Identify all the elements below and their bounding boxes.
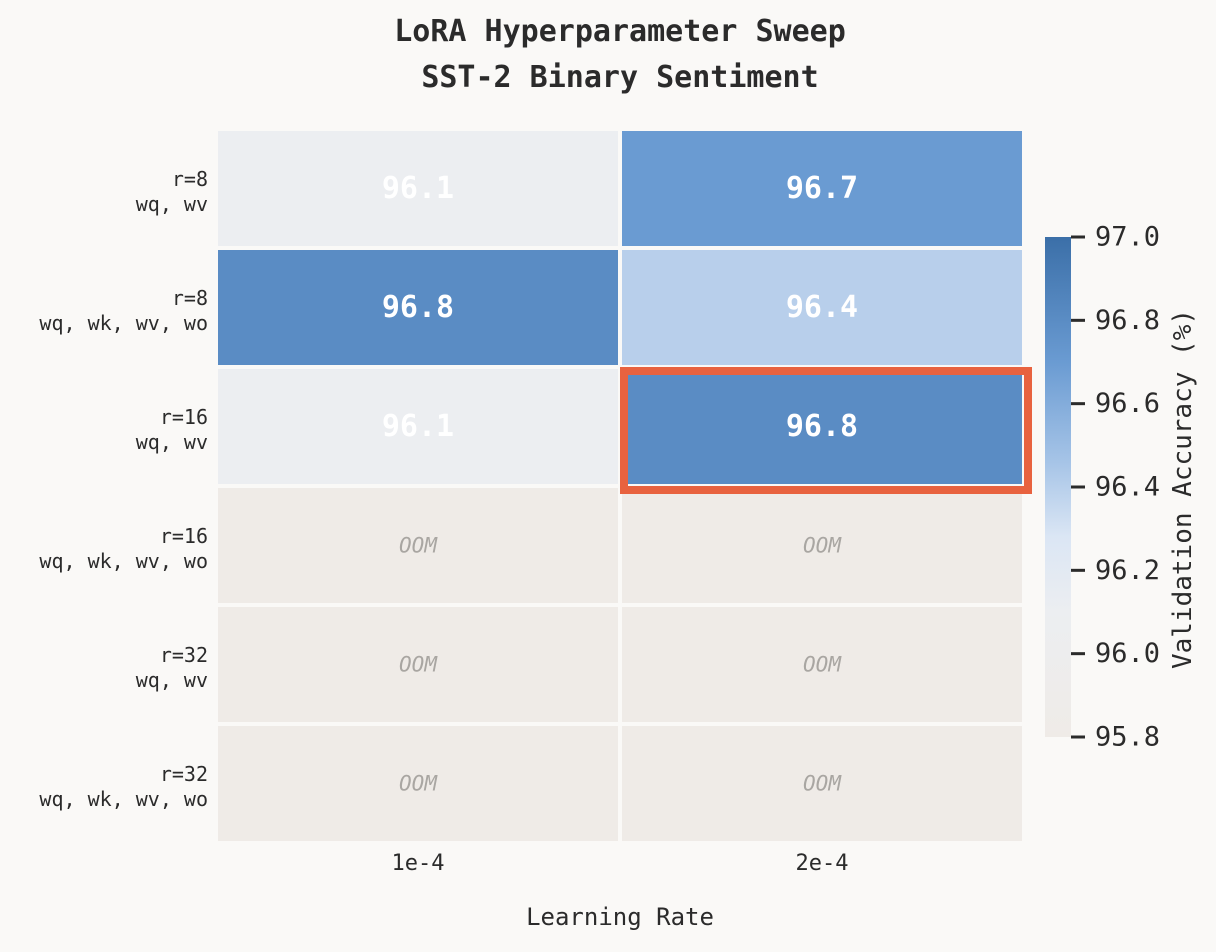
cell-value-label: OOM (399, 534, 438, 558)
cell-value-labels: 96.1 96.7 96.8 96.4 96.1 96.8 OOM OOM OOM OOM OOM O… (382, 171, 858, 796)
colorbar (1045, 237, 1071, 737)
heatmap-cell (218, 369, 618, 484)
colorbar-tick-label: 95.8 (1095, 722, 1160, 753)
y-tick-label: r=8 wq, wv (136, 167, 208, 217)
y-tick-label-line: r=8 (171, 166, 208, 191)
y-tick-label-line: wq, wk, wv, wo (39, 786, 208, 811)
heatmap-cells (218, 131, 1022, 841)
cell-value-label: OOM (399, 653, 438, 677)
heatmap-cell (622, 369, 1022, 484)
x-axis-label: Learning Rate (526, 903, 714, 931)
heatmap-cell (218, 488, 618, 603)
y-tick-label-line: r=16 (159, 523, 208, 548)
cell-value-label: 96.1 (382, 409, 454, 444)
y-tick-label: r=8 wq, wk, wv, wo (39, 286, 208, 336)
cell-value-label: 96.4 (786, 290, 858, 325)
best-cell-highlight (620, 367, 1032, 494)
y-tick-label-line: wq, wv (135, 191, 208, 216)
y-tick-label-line: r=8 (171, 285, 208, 310)
cell-value-label: OOM (803, 653, 842, 677)
y-tick-label: r=16 wq, wk, wv, wo (39, 524, 208, 574)
y-tick-label-line: r=32 (159, 642, 208, 667)
colorbar-tick-label: 96.6 (1095, 388, 1160, 419)
heatmap-cell (218, 726, 618, 841)
colorbar-tick-label: 96.0 (1095, 638, 1160, 669)
chart-title: LoRA Hyperparameter Sweep (394, 14, 846, 49)
colorbar-tick-label: 96.4 (1095, 472, 1160, 503)
y-tick-label: r=32 wq, wv (136, 643, 208, 693)
heatmap-cell (218, 250, 618, 365)
y-tick-label: r=16 wq, wv (136, 405, 208, 455)
y-tick-label: r=32 wq, wk, wv, wo (39, 762, 208, 812)
heatmap-cell (622, 131, 1022, 246)
chart-subtitle: SST-2 Binary Sentiment (421, 60, 819, 95)
heatmap-cell (622, 488, 1022, 603)
colorbar-ticks: 95.8 96.0 96.2 96.4 96.6 96.8 97.0 (1071, 222, 1160, 753)
y-tick-label-line: wq, wk, wv, wo (39, 548, 208, 573)
heatmap-cell (218, 131, 618, 246)
cell-value-label: OOM (803, 772, 842, 796)
y-tick-label-line: r=16 (159, 404, 208, 429)
cell-value-label: 96.7 (786, 171, 858, 206)
colorbar-tick-label: 96.8 (1095, 305, 1160, 336)
colorbar-tick-label: 97.0 (1095, 222, 1160, 253)
cell-value-label: 96.8 (382, 290, 454, 325)
colorbar-label: Validation Accuracy (%) (1168, 308, 1198, 670)
cell-value-label: 96.8 (786, 409, 858, 444)
heatmap-cell (622, 250, 1022, 365)
highlight-box (620, 367, 1032, 494)
x-tick-label: 2e-4 (795, 851, 849, 876)
y-tick-label-line: wq, wv (135, 429, 208, 454)
colorbar-gradient (1045, 237, 1071, 737)
x-tick-label: 1e-4 (391, 851, 445, 876)
y-tick-label-line: wq, wv (135, 667, 208, 692)
heatmap-cell (622, 726, 1022, 841)
cell-value-label: OOM (399, 772, 438, 796)
y-tick-label-line: wq, wk, wv, wo (39, 310, 208, 335)
heatmap-cell (218, 607, 618, 722)
heatmap-cell (622, 607, 1022, 722)
cell-value-label: OOM (803, 534, 842, 558)
cell-value-label: 96.1 (382, 171, 454, 206)
colorbar-tick-label: 96.2 (1095, 555, 1160, 586)
y-tick-label-line: r=32 (159, 761, 208, 786)
